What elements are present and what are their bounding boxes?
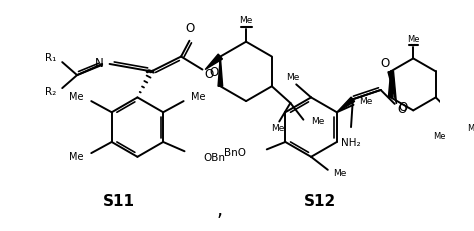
Text: O: O — [398, 101, 408, 114]
Text: S11: S11 — [103, 194, 135, 209]
Text: N: N — [95, 57, 104, 70]
Text: OBn: OBn — [203, 153, 225, 163]
Text: S12: S12 — [304, 194, 337, 209]
Text: Me: Me — [69, 92, 84, 102]
Polygon shape — [337, 97, 355, 112]
Text: Me: Me — [191, 92, 206, 102]
Text: Me: Me — [433, 132, 446, 141]
Text: Me: Me — [407, 35, 419, 44]
Text: ,: , — [217, 201, 223, 220]
Text: Me: Me — [333, 169, 347, 178]
Polygon shape — [205, 54, 222, 70]
Text: Me: Me — [69, 152, 84, 162]
Text: NH₂: NH₂ — [341, 138, 361, 148]
Text: Me: Me — [286, 73, 299, 82]
Text: Me: Me — [359, 97, 373, 106]
Text: Me: Me — [271, 125, 284, 134]
Text: O: O — [209, 66, 218, 79]
Text: BnO: BnO — [224, 148, 246, 158]
Text: O: O — [381, 57, 390, 70]
Text: Me: Me — [239, 16, 253, 25]
Polygon shape — [218, 57, 223, 86]
Polygon shape — [388, 71, 397, 104]
Text: O: O — [204, 68, 214, 81]
Text: Me: Me — [467, 125, 474, 134]
Text: R₁: R₁ — [46, 53, 57, 63]
Text: O: O — [397, 103, 407, 116]
Text: R₂: R₂ — [46, 87, 57, 97]
Text: O: O — [186, 22, 195, 35]
Polygon shape — [388, 71, 393, 97]
Text: Me: Me — [311, 117, 324, 126]
